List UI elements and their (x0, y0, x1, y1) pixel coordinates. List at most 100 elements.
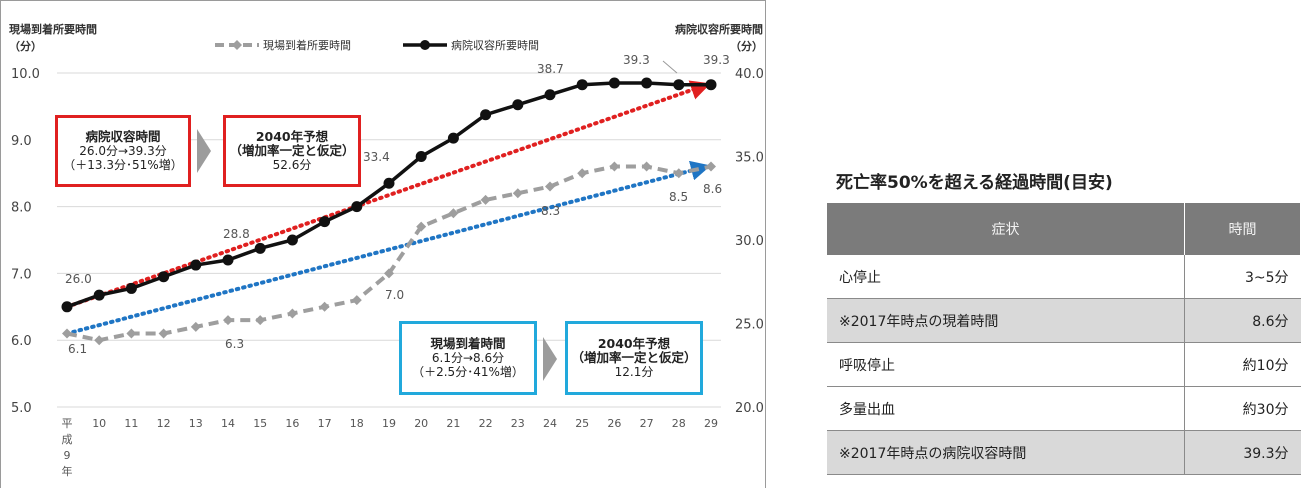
data-point (319, 301, 330, 312)
x-tick-label: 14 (221, 417, 235, 430)
data-point (158, 328, 169, 339)
data-point (255, 315, 266, 326)
x-tick-label: 18 (350, 417, 364, 430)
right-axis-title: 病院収容所要時間 (675, 22, 763, 36)
time-cell: 約30分 (1184, 386, 1301, 431)
x-tick-label: 28 (672, 417, 686, 430)
data-point (287, 308, 298, 319)
data-point (608, 77, 620, 89)
data-point (351, 295, 362, 306)
symptom-column-header: 症状 (827, 203, 1185, 255)
symptom-cell: 多量出血 (827, 386, 1185, 431)
data-point (61, 301, 73, 313)
time-cell: 3~5分 (1184, 255, 1301, 299)
data-point (190, 321, 201, 332)
chart-panel: 10.0 9.0 8.0 7.0 6.0 5.0 40.0 35.0 30.0 25.0 20.0 現… (0, 0, 766, 488)
data-point (673, 79, 685, 91)
x-tick-label: 24 (543, 417, 557, 430)
x-tick-label: 19 (382, 417, 396, 430)
data-point (319, 216, 331, 228)
trend-line (65, 160, 711, 336)
table-header-row: 症状 時間 (827, 203, 1301, 255)
data-label: 38.7 (537, 62, 564, 76)
chevron-right-icon (197, 129, 211, 173)
callout-title: 病院収容時間 (85, 129, 161, 144)
right-tick-label: 20.0 (735, 401, 764, 416)
left-tick-label: 5.0 (11, 401, 32, 416)
x-tick-label: 年 (62, 464, 73, 478)
data-point (415, 151, 427, 162)
trend-line (65, 80, 711, 309)
legend-marker (232, 40, 242, 50)
arrival-time-callout: 現場到着時間 6.1分→8.6分 （＋2.5分･41%増） (399, 321, 537, 395)
data-point (416, 221, 427, 232)
right-axis-unit: （分） (730, 39, 763, 53)
table-row: 心停止 3~5分 (827, 255, 1301, 299)
data-point (383, 177, 395, 189)
x-tick-label: 29 (704, 417, 718, 430)
chevron-right-icon (543, 337, 557, 381)
left-tick-label: 10.0 (11, 67, 40, 82)
data-point (351, 201, 363, 213)
data-point (286, 234, 298, 246)
data-point (94, 335, 105, 346)
callout-line: 26.0分→39.3分 (79, 144, 167, 158)
callout-line: （＋2.5分･41%増） (412, 365, 524, 379)
label-leader (662, 60, 678, 74)
callout-line: （＋13.3分･51%増） (63, 158, 183, 172)
data-label: 8.6 (703, 182, 722, 196)
symptom-cell: 呼吸停止 (827, 342, 1185, 387)
legend-label: 現場到着所要時間 (263, 38, 351, 52)
x-tick-label: 22 (479, 417, 493, 430)
arrival-forecast-callout: 2040年予想 （増加率一定と仮定） 12.1分 (565, 321, 703, 395)
time-cell: 8.6分 (1184, 298, 1301, 343)
x-tick-label: 26 (607, 417, 621, 430)
x-tick-label: 12 (157, 417, 171, 430)
right-tick-label: 40.0 (735, 67, 764, 82)
data-point (254, 242, 266, 254)
x-tick-label: 23 (511, 417, 525, 430)
right-tick-label: 25.0 (735, 318, 764, 333)
hospital-time-callout: 病院収容時間 26.0分→39.3分 （＋13.3分･51%増） (55, 115, 191, 187)
callout-title: 2040年予想 (597, 336, 671, 351)
data-label: 6.3 (225, 337, 244, 351)
data-point (480, 109, 492, 121)
data-point (223, 315, 233, 326)
callout-line: （増加率一定と仮定） (229, 143, 355, 158)
data-label: 39.3 (703, 53, 730, 67)
x-tick-label: 10 (92, 417, 106, 430)
data-point (62, 328, 72, 339)
data-label: 28.8 (223, 227, 250, 241)
right-tick-label: 35.0 (735, 151, 764, 166)
time-cell: 約10分 (1184, 342, 1301, 387)
data-point (125, 282, 137, 294)
x-tick-label: 9 (64, 449, 71, 462)
x-tick-label: 16 (285, 417, 299, 430)
table-row: ※2017年時点の病院収容時間 39.3分 (827, 430, 1301, 475)
x-tick-label: 20 (414, 417, 428, 430)
data-label: 8.5 (669, 190, 688, 204)
data-label: 6.1 (68, 342, 87, 356)
left-tick-label: 7.0 (11, 267, 32, 282)
callout-title: 現場到着時間 (430, 336, 506, 351)
data-point (641, 77, 653, 89)
x-tick-label: 成 (62, 433, 73, 446)
data-point (512, 99, 524, 111)
x-tick-label: 17 (318, 417, 332, 430)
data-point (706, 161, 716, 172)
table-title: 死亡率50%を超える経過時間(目安) (836, 173, 1113, 193)
callout-title: 2040年予想 (255, 129, 329, 144)
data-point (577, 168, 588, 179)
table-row: 呼吸停止 約10分 (827, 342, 1301, 387)
data-point (480, 194, 491, 205)
data-point (384, 268, 394, 279)
left-tick-label: 8.0 (11, 201, 32, 216)
x-tick-label: 平 (62, 417, 73, 430)
data-label: 33.4 (363, 150, 390, 164)
legend-label: 病院収容所要時間 (451, 38, 539, 52)
x-tick-label: 25 (575, 417, 589, 430)
callout-line: 12.1分 (614, 365, 654, 379)
data-point (190, 259, 202, 271)
x-tick-label: 13 (189, 417, 203, 430)
left-axis-unit: （分） (9, 39, 42, 53)
